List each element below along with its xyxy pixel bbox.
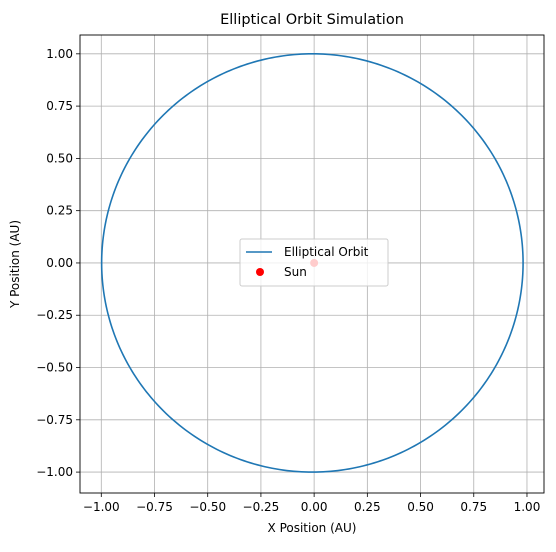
- legend-box: [239, 238, 389, 287]
- x-tick-label: −0.25: [243, 500, 280, 514]
- chart-title: Elliptical Orbit Simulation: [220, 12, 404, 28]
- x-tick-label: 1.00: [514, 500, 541, 514]
- legend-orbit-label: Elliptical Orbit: [284, 245, 369, 259]
- y-tick-label: −0.50: [36, 361, 73, 375]
- x-tick-label: −1.00: [83, 500, 120, 514]
- y-tick-label: 1.00: [46, 47, 73, 61]
- y-tick-label: 0.00: [46, 256, 73, 270]
- x-tick-label: 0.75: [460, 500, 487, 514]
- y-tick-label: 0.75: [46, 99, 73, 113]
- y-tick-label: −1.00: [36, 465, 73, 479]
- x-axis-label: X Position (AU): [268, 521, 357, 535]
- y-axis-label: Y Position (AU): [8, 220, 22, 309]
- y-tick-label: −0.25: [36, 308, 73, 322]
- y-tick-label: −0.75: [36, 413, 73, 427]
- x-tick-label: −0.50: [189, 500, 226, 514]
- legend-sun-swatch: [256, 268, 264, 276]
- orbit-line: [100, 53, 524, 473]
- x-tick-label: 0.25: [354, 500, 381, 514]
- axes-frame: [79, 34, 545, 494]
- x-tick-label: −0.75: [136, 500, 173, 514]
- legend-sun-label: Sun: [284, 265, 307, 279]
- y-tick-label: 0.25: [46, 204, 73, 218]
- x-tick-label: 0.50: [407, 500, 434, 514]
- x-tick-label: 0.00: [301, 500, 328, 514]
- y-tick-label: 0.50: [46, 151, 73, 165]
- tick-layer: −1.00 −0.75 −0.50 −0.25 0.00 0.25 0.50 0.75 1.00…: [36, 47, 540, 514]
- legend: Elliptical Orbit Sun: [239, 238, 389, 287]
